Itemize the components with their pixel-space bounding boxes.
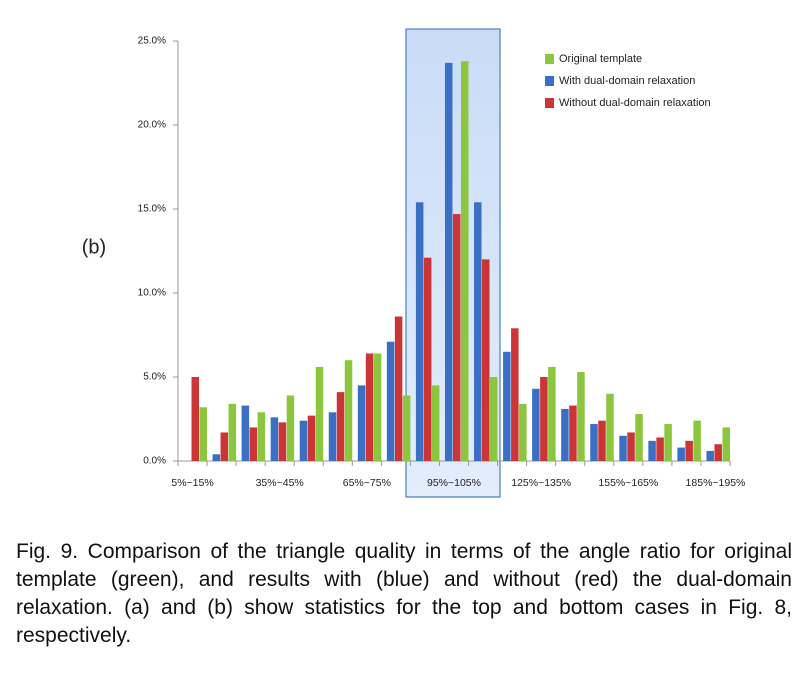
bar <box>336 392 345 461</box>
bar <box>590 424 598 461</box>
x-tick-label: 95%~105% <box>427 477 481 489</box>
bar <box>307 415 316 461</box>
bar <box>474 202 482 461</box>
bar <box>635 413 643 461</box>
bar <box>423 257 432 461</box>
bar <box>365 353 374 461</box>
legend-swatch <box>545 54 554 64</box>
bar <box>257 412 266 461</box>
bar <box>490 377 498 461</box>
bar <box>619 435 627 461</box>
bar <box>532 388 540 461</box>
legend-swatch <box>545 76 554 86</box>
bar <box>402 395 411 461</box>
bar <box>519 403 527 461</box>
bar <box>328 412 337 461</box>
bar <box>220 432 229 461</box>
bar <box>482 259 490 461</box>
bar <box>664 424 672 461</box>
bar <box>452 214 461 461</box>
bar <box>373 353 382 461</box>
bar <box>540 377 548 461</box>
bar <box>315 366 324 461</box>
legend-label: Original template <box>559 53 642 65</box>
y-tick-label: 10.0% <box>138 288 166 299</box>
bar <box>627 432 635 461</box>
legend-label: Without dual-domain relaxation <box>559 97 711 109</box>
legend-label: With dual-domain relaxation <box>559 75 695 87</box>
bar <box>606 393 614 461</box>
bar <box>386 341 395 461</box>
bar <box>648 440 656 461</box>
y-tick-label: 20.0% <box>138 120 166 131</box>
x-tick-label: 5%~15% <box>171 477 213 489</box>
bar <box>278 422 287 461</box>
bar <box>270 417 279 461</box>
bar <box>228 403 237 461</box>
bar <box>241 405 250 461</box>
bar <box>598 420 606 461</box>
bar <box>394 316 403 461</box>
x-tick-label: 185%~195% <box>686 477 746 489</box>
y-tick-label: 5.0% <box>143 372 166 383</box>
bar <box>722 427 730 461</box>
bar <box>656 437 664 461</box>
caption: Fig. 9. Comparison of the triangle quali… <box>16 540 792 647</box>
bar <box>693 420 701 461</box>
bar <box>299 420 308 461</box>
bar <box>444 62 453 462</box>
y-tick-label: 0.0% <box>143 456 166 467</box>
bar <box>199 407 207 461</box>
x-tick-label: 155%~165% <box>598 477 658 489</box>
bar <box>577 371 585 461</box>
bar <box>286 395 295 461</box>
bar <box>249 427 258 461</box>
bar <box>344 360 353 461</box>
bar <box>685 440 693 461</box>
x-tick-label: 65%~75% <box>343 477 391 489</box>
bar <box>357 385 366 461</box>
legend-swatch <box>545 98 554 108</box>
bar <box>191 377 199 461</box>
x-tick-label: 125%~135% <box>511 477 571 489</box>
bar <box>714 444 722 461</box>
y-tick-label: 25.0% <box>138 36 166 47</box>
bar <box>503 351 511 461</box>
bar <box>569 405 577 461</box>
bar <box>460 61 469 461</box>
bar <box>677 447 685 461</box>
x-tick-label: 35%~45% <box>256 477 304 489</box>
bar <box>548 366 556 461</box>
bar <box>431 385 440 461</box>
bar <box>415 202 424 461</box>
bar <box>511 328 519 461</box>
panel-label: (b) <box>82 236 106 258</box>
chart: (b) 0.0% 5.0% 10.0% 15.0% 20.0% 25.0% 5%~15% 35… <box>82 28 746 498</box>
y-tick-label: 15.0% <box>138 204 166 215</box>
bar <box>706 450 714 461</box>
bar <box>212 454 221 461</box>
bar <box>561 408 569 461</box>
